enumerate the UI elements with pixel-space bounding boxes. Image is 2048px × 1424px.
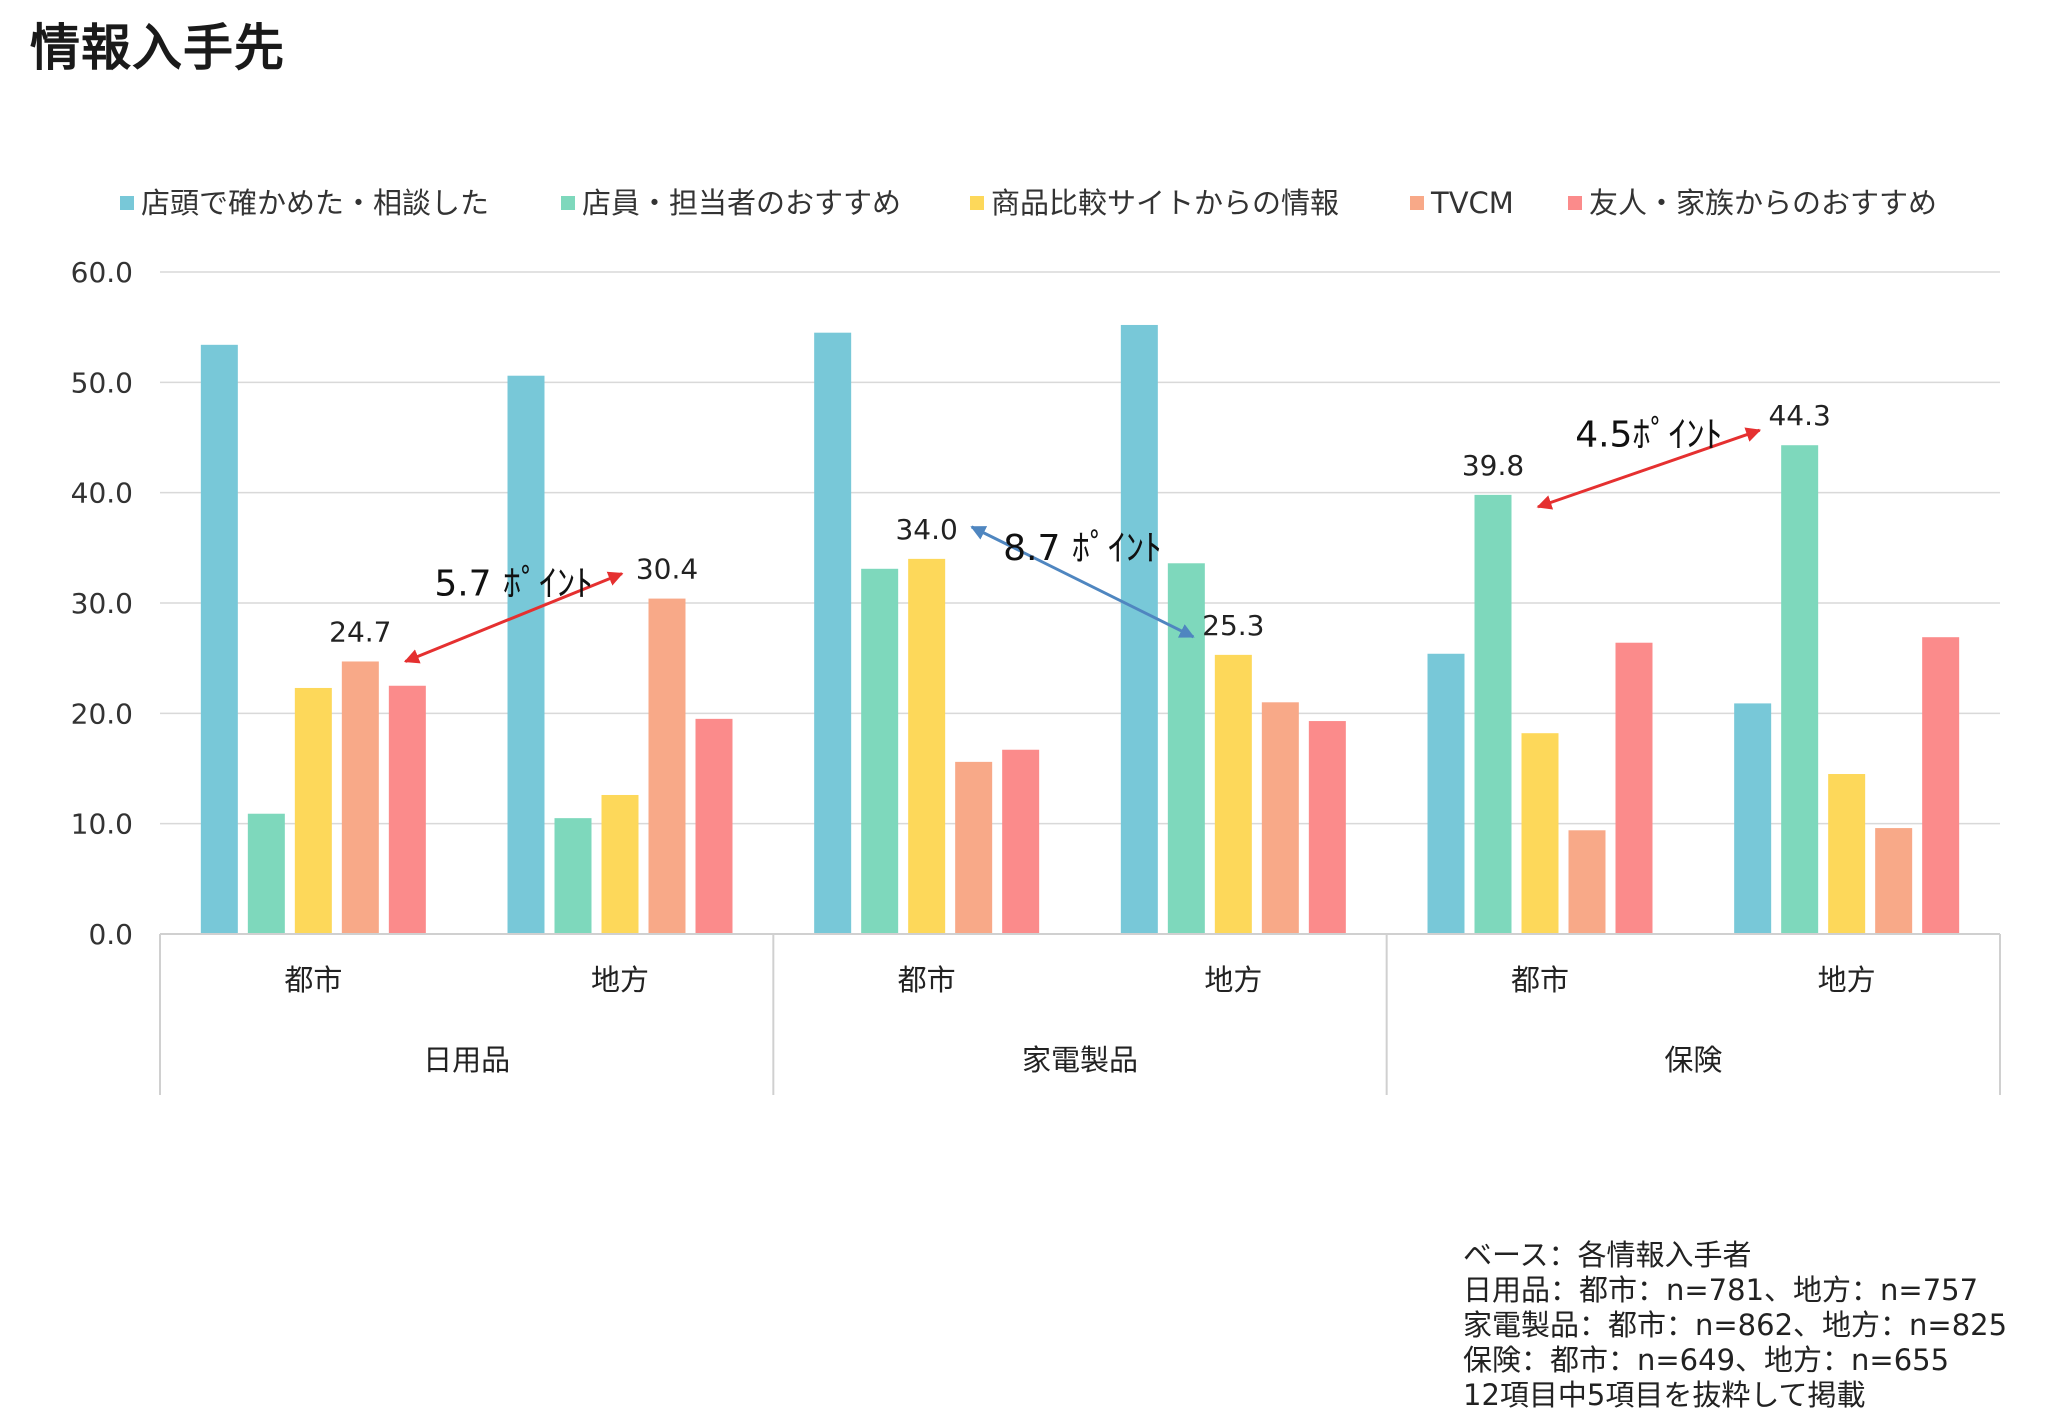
bar — [908, 558, 946, 934]
footnotes: ベース：各情報入手者 日用品：都市：n=781、地方：n=757 家電製品：都市… — [1463, 1238, 2007, 1413]
bar — [200, 344, 238, 934]
legend-label: 友人・家族からのおすすめ — [1589, 186, 1937, 220]
legend-label: 店頭で確かめた・相談した — [141, 186, 489, 220]
y-tick-label: 50.0 — [71, 366, 133, 399]
x-tick-label: 地方 — [591, 963, 649, 997]
annotation-label: 8.7 ﾎﾟｲﾝﾄ — [1003, 528, 1162, 569]
data-label: 44.3 — [1768, 399, 1830, 432]
bar — [1427, 653, 1465, 934]
bar — [1308, 721, 1346, 934]
footnote-line: 12項目中5項目を抜粋して掲載 — [1463, 1378, 1866, 1412]
y-tick-label: 30.0 — [71, 587, 133, 620]
x-tick-label: 都市 — [1511, 963, 1569, 997]
legend-swatch — [120, 196, 134, 210]
bar — [388, 685, 426, 934]
legend: 店頭で確かめた・相談した 店員・担当者のおすすめ 商品比較サイトからの情報 TVCM 友… — [120, 186, 1937, 220]
bar — [1568, 830, 1606, 934]
bar — [1734, 703, 1772, 934]
bar — [861, 568, 899, 934]
legend-swatch — [561, 196, 575, 210]
y-tick-label: 60.0 — [71, 256, 133, 289]
legend-label: 店員・担当者のおすすめ — [582, 186, 901, 220]
annotation-label: 5.7 ﾎﾟｲﾝﾄ — [434, 564, 593, 605]
legend-swatch — [1410, 196, 1424, 210]
annotations: 5.7 ﾎﾟｲﾝﾄ 8.7 ﾎﾟｲﾝﾄ 4.5ﾎﾟｲﾝﾄ — [403, 415, 1762, 664]
data-label: 34.0 — [895, 513, 957, 546]
data-label: 39.8 — [1462, 449, 1524, 482]
bar — [1261, 702, 1299, 934]
bar — [507, 375, 545, 934]
y-tick-label: 20.0 — [71, 697, 133, 730]
x-tick-label: 都市 — [284, 963, 342, 997]
bar — [554, 818, 592, 934]
bar — [1002, 749, 1040, 934]
bar — [1474, 494, 1512, 934]
x-group-label: 家電製品 — [1022, 1043, 1138, 1077]
bar — [1615, 642, 1653, 934]
annotation-label: 4.5ﾎﾟｲﾝﾄ — [1575, 415, 1722, 456]
x-tick-label: 地方 — [1818, 963, 1876, 997]
bar — [247, 813, 285, 934]
y-axis: 0.0 10.0 20.0 30.0 40.0 50.0 60.0 — [71, 256, 133, 951]
bar — [1521, 733, 1559, 934]
footnote-line: 家電製品：都市：n=862、地方：n=825 — [1463, 1308, 2008, 1342]
data-label: 25.3 — [1202, 609, 1264, 642]
bar — [1120, 324, 1158, 935]
bar — [814, 332, 852, 934]
bar — [1781, 445, 1819, 934]
data-labels: 24.7 30.4 34.0 25.3 39.8 44.3 — [329, 399, 1831, 648]
data-label: 24.7 — [329, 615, 391, 648]
legend-swatch — [1568, 196, 1582, 210]
legend-label: TVCM — [1430, 186, 1514, 220]
bar — [955, 761, 993, 934]
bar — [1214, 654, 1252, 934]
bar — [1922, 637, 1960, 934]
legend-swatch — [970, 196, 984, 210]
bar — [1167, 563, 1205, 934]
bar — [294, 687, 332, 934]
x-tick-label: 都市 — [898, 963, 956, 997]
chart-title: 情報入手先 — [30, 19, 285, 77]
x-group-label: 日用品 — [423, 1043, 510, 1077]
footnote-line: 日用品：都市：n=781、地方：n=757 — [1463, 1273, 1979, 1307]
bar — [601, 794, 639, 934]
x-group-label: 保険 — [1664, 1043, 1722, 1077]
data-label: 30.4 — [636, 553, 698, 586]
y-tick-label: 10.0 — [71, 808, 133, 841]
footnote-line: ベース：各情報入手者 — [1463, 1238, 1752, 1272]
bar — [695, 718, 733, 934]
bar — [648, 598, 686, 934]
legend-label: 商品比較サイトからの情報 — [991, 186, 1339, 220]
bar — [1828, 774, 1866, 934]
annotation-arrow — [1536, 427, 1762, 510]
y-tick-label: 0.0 — [88, 918, 133, 951]
y-tick-label: 40.0 — [71, 477, 133, 510]
x-tick-label: 地方 — [1204, 963, 1262, 997]
bar — [1875, 828, 1913, 934]
bar — [341, 661, 379, 934]
footnote-line: 保険：都市：n=649、地方：n=655 — [1463, 1343, 1950, 1377]
annotation-arrow — [970, 525, 1195, 639]
annotation-arrow — [403, 571, 624, 664]
